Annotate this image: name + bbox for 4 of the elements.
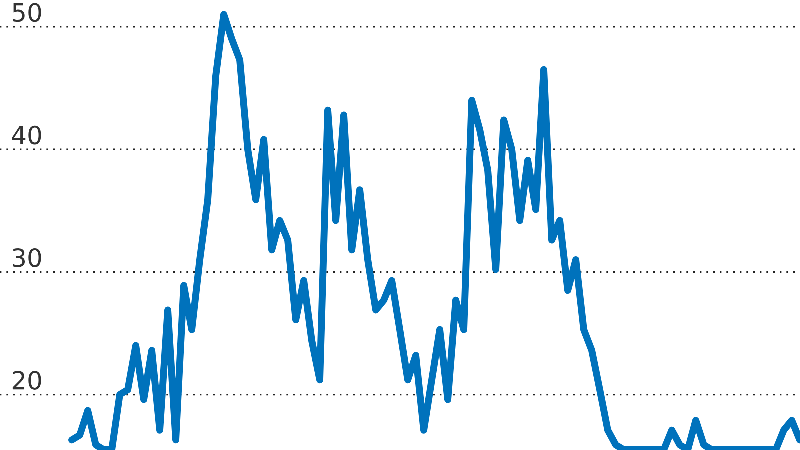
y-tick-label: 40 (12, 126, 42, 145)
y-tick-label: 30 (13, 248, 42, 268)
y-tick-label: 50 (13, 3, 42, 22)
y-tick-label: 20 (12, 371, 42, 390)
